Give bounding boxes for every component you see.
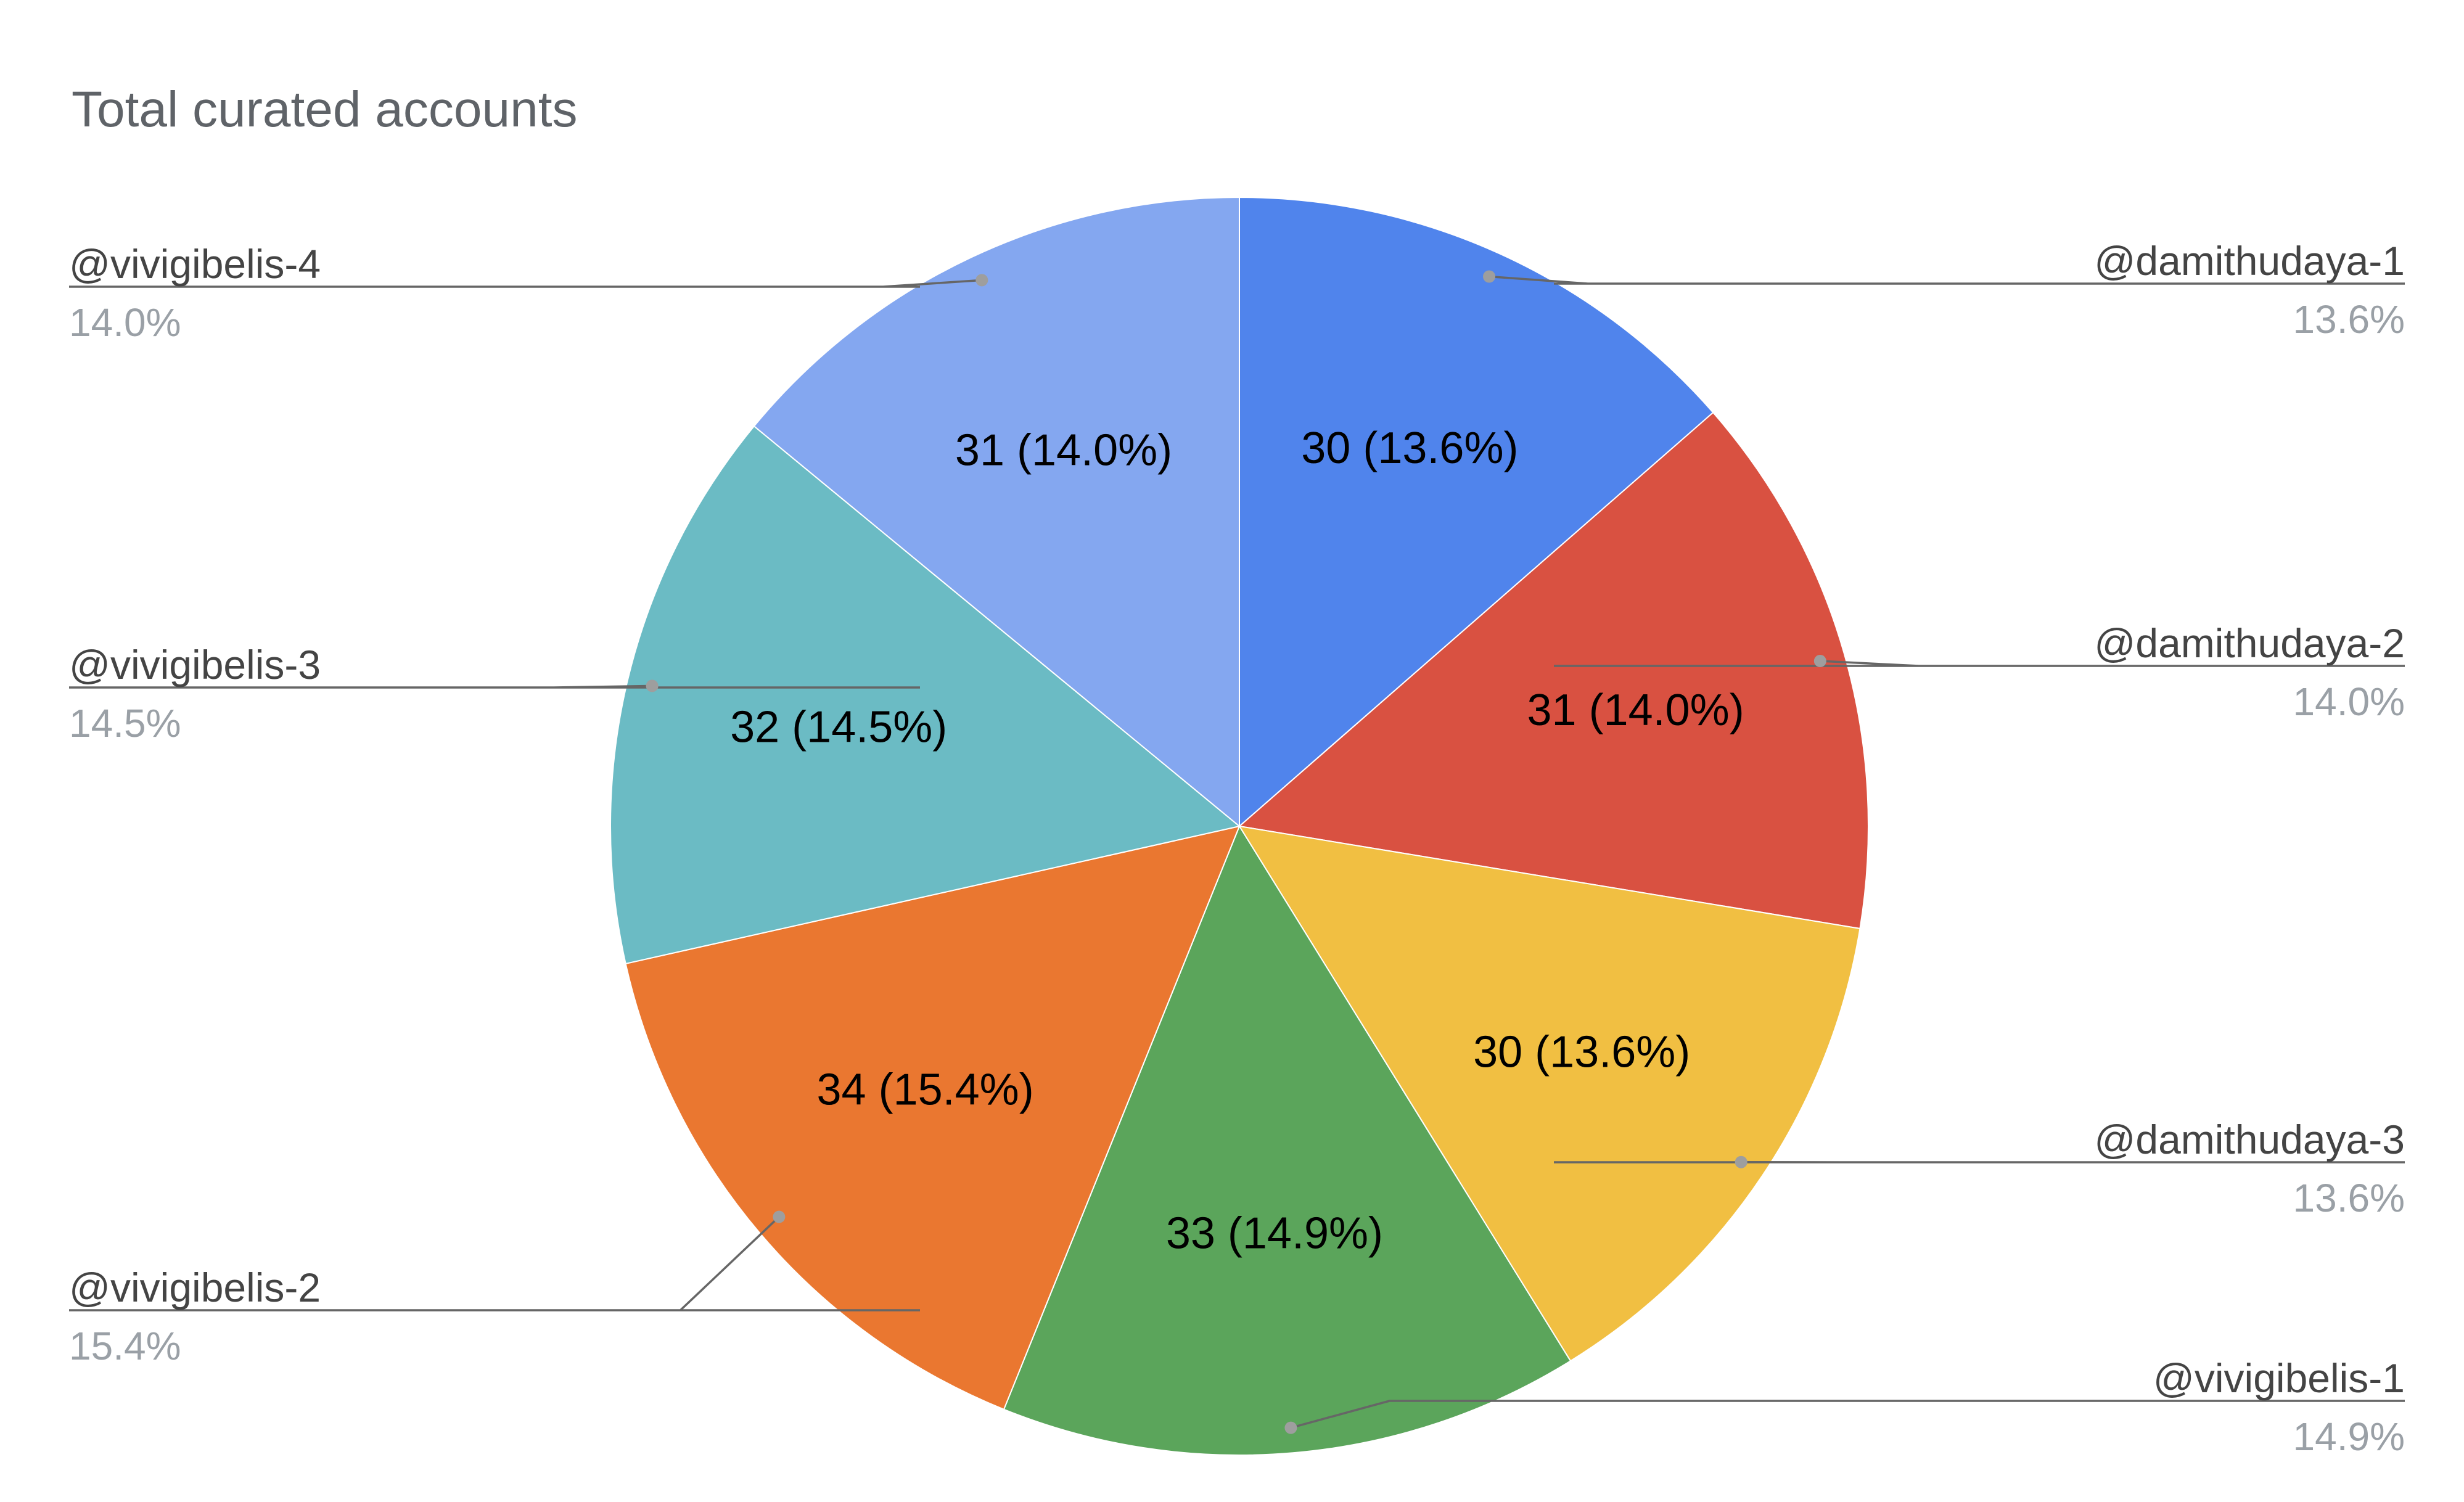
legend: @damithudaya-113.6%@damithudaya-214.0%@d… [69,238,2405,1459]
slice-label-vivigibelis-2: 34 (15.4%) [816,1065,1033,1114]
leader-dot [1284,1421,1297,1434]
leader-dot [1735,1155,1747,1168]
legend-percent: 14.0% [2293,679,2405,724]
legend-name: @vivigibelis-2 [69,1265,321,1310]
leader-dot [975,274,988,287]
legend-name: @damithudaya-1 [2094,238,2405,284]
pie-slice-damithudaya-2 [1238,411,1869,930]
leader-dot [773,1210,786,1223]
legend-percent: 13.6% [2293,297,2405,342]
slice-labels: 30 (13.6%) 31 (14.0%) 30 (13.6%) 33 (14.9%)… [730,424,1744,1258]
slice-label-vivigibelis-4: 31 (14.0%) [955,426,1172,475]
pie-slice-vivigibelis-2 [625,825,1241,1411]
pie-slices [610,196,1869,1456]
legend-entry-damithudaya-3: @damithudaya-3 13.6% [1554,1117,2405,1220]
pie-slice-vivigibelis-3 [610,425,1241,965]
legend-name: @vivigibelis-4 [69,241,321,287]
pie-slice-vivigibelis-1 [1003,824,1572,1456]
legend-name: @damithudaya-3 [2094,1117,2405,1162]
legend-name: @vivigibelis-1 [2153,1355,2405,1401]
slice-label-damithudaya-3: 30 (13.6%) [1473,1028,1690,1077]
legend-entry-vivigibelis-4: @vivigibelis-4 14.0% [69,241,988,345]
leader-line [1489,275,2405,285]
pie-slice-damithudaya-1 [1239,196,1714,828]
legend-percent: 14.9% [2293,1414,2405,1459]
pie-slice-damithudaya-3 [1238,825,1861,1362]
slice-label-damithudaya-2: 31 (14.0%) [1527,686,1744,735]
slice-label-damithudaya-1: 30 (13.6%) [1301,424,1518,473]
slice-label-vivigibelis-1: 33 (14.9%) [1166,1209,1383,1258]
legend-entry-damithudaya-1: @damithudaya-1 13.6% [1483,238,2405,342]
legend-name: @damithudaya-2 [2094,620,2405,666]
legend-percent: 15.4% [69,1324,181,1368]
legend-percent: 14.5% [69,701,181,745]
leader-dot [1483,270,1496,283]
legend-entry-damithudaya-2: @damithudaya-2 14.0% [1554,620,2405,724]
legend-entry-vivigibelis-3: @vivigibelis-3 14.5% [69,642,920,745]
legend-entry-vivigibelis-1: @vivigibelis-1 14.9% [1284,1355,2405,1459]
chart-title: Total curated accounts [72,81,577,137]
leader-dot [1813,655,1826,668]
leader-dot [646,679,659,692]
leader-line [1290,1400,2405,1429]
legend-entry-vivigibelis-2: @vivigibelis-2 15.4% [69,1210,920,1368]
leader-line [69,684,920,689]
leader-line [1554,660,2405,667]
leader-line [69,1216,920,1311]
legend-percent: 14.0% [69,300,181,345]
slice-label-vivigibelis-3: 32 (14.5%) [730,703,947,752]
pie-slice-vivigibelis-4 [753,196,1240,828]
leader-line [69,279,982,288]
legend-name: @vivigibelis-3 [69,642,321,687]
legend-percent: 13.6% [2293,1176,2405,1220]
